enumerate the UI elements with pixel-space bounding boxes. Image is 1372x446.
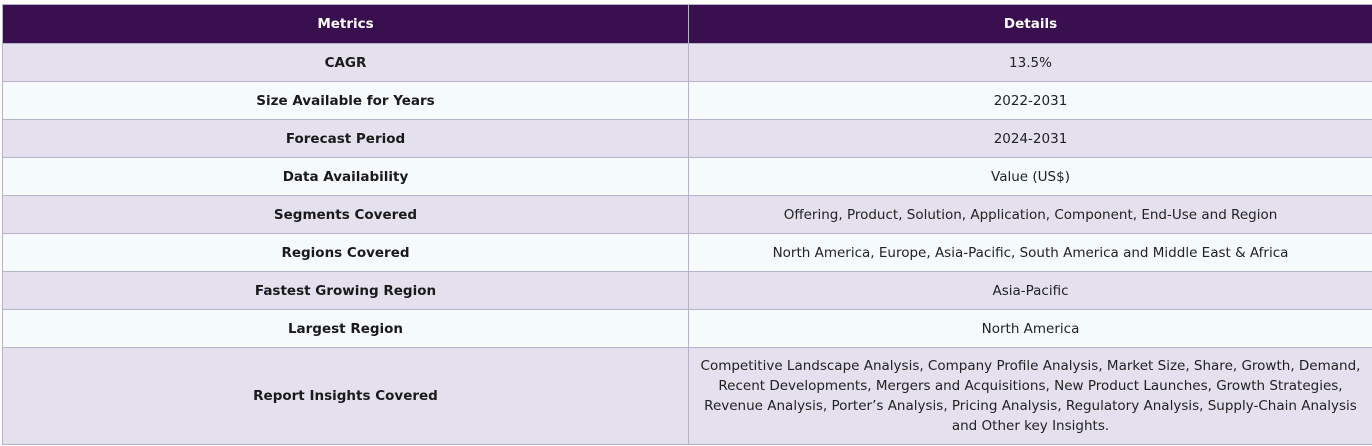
detail-cell: 2022-2031 xyxy=(688,81,1372,120)
metric-cell: Regions Covered xyxy=(2,233,689,272)
detail-cell: Value (US$) xyxy=(688,157,1372,196)
table-row: Fastest Growing Region Asia-Pacific xyxy=(2,271,1372,310)
metric-cell: Segments Covered xyxy=(2,195,689,234)
detail-cell: Offering, Product, Solution, Application… xyxy=(688,195,1372,234)
metrics-table-container: Metrics Details CAGR 13.5% Size Availabl… xyxy=(2,4,1372,445)
metric-cell: Largest Region xyxy=(2,309,689,348)
table-row: Size Available for Years 2022-2031 xyxy=(2,81,1372,120)
detail-cell: Competitive Landscape Analysis, Company … xyxy=(688,347,1372,445)
detail-cell: 13.5% xyxy=(688,43,1372,82)
header-metrics: Metrics xyxy=(2,4,689,44)
detail-cell: 2024-2031 xyxy=(688,119,1372,158)
metric-cell: CAGR xyxy=(2,43,689,82)
metric-cell: Data Availability xyxy=(2,157,689,196)
table-header-row: Metrics Details xyxy=(2,4,1372,44)
table-row: Report Insights Covered Competitive Land… xyxy=(2,347,1372,445)
metric-cell: Report Insights Covered xyxy=(2,347,689,445)
header-details: Details xyxy=(688,4,1372,44)
table-row: CAGR 13.5% xyxy=(2,43,1372,82)
table-row: Forecast Period 2024-2031 xyxy=(2,119,1372,158)
metric-cell: Forecast Period xyxy=(2,119,689,158)
table-row: Segments Covered Offering, Product, Solu… xyxy=(2,195,1372,234)
metrics-table: Metrics Details CAGR 13.5% Size Availabl… xyxy=(2,4,1372,445)
detail-cell: North America xyxy=(688,309,1372,348)
table-row: Data Availability Value (US$) xyxy=(2,157,1372,196)
detail-cell: Asia-Pacific xyxy=(688,271,1372,310)
metric-cell: Size Available for Years xyxy=(2,81,689,120)
table-row: Regions Covered North America, Europe, A… xyxy=(2,233,1372,272)
detail-cell: North America, Europe, Asia-Pacific, Sou… xyxy=(688,233,1372,272)
metric-cell: Fastest Growing Region xyxy=(2,271,689,310)
table-row: Largest Region North America xyxy=(2,309,1372,348)
